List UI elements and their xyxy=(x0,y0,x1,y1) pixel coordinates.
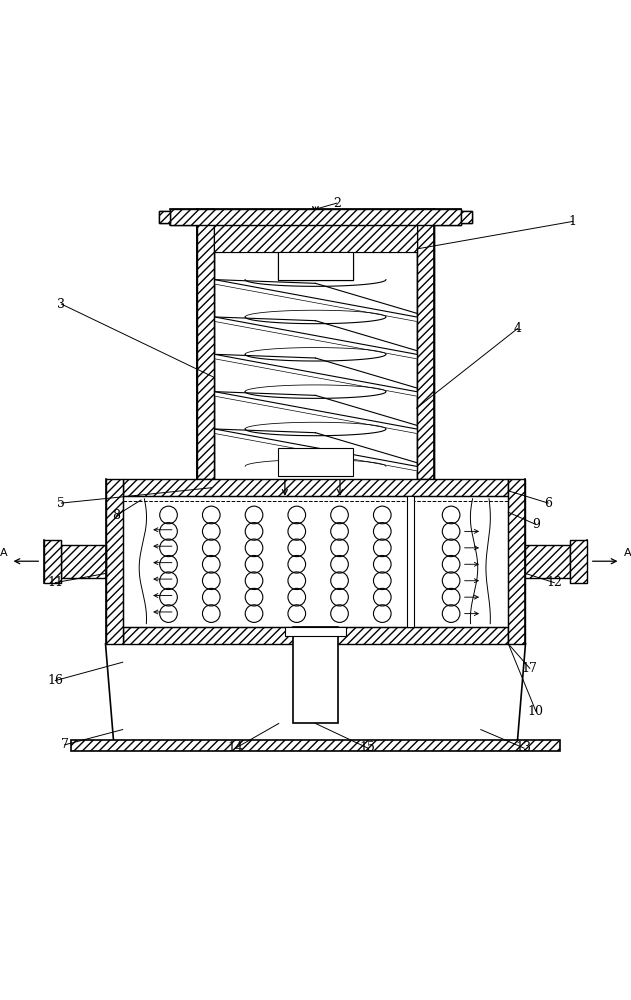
Text: 10: 10 xyxy=(528,705,544,718)
Text: 17: 17 xyxy=(522,662,538,675)
Text: 12: 12 xyxy=(546,576,562,589)
Text: 7: 7 xyxy=(61,738,68,751)
Text: 11: 11 xyxy=(47,576,63,589)
Bar xyxy=(122,627,509,644)
Bar xyxy=(570,540,587,583)
Bar xyxy=(461,211,472,223)
Bar xyxy=(105,479,122,644)
Bar xyxy=(159,211,170,223)
Bar xyxy=(61,545,105,578)
Text: 4: 4 xyxy=(514,322,522,335)
Bar xyxy=(293,627,338,723)
Bar xyxy=(215,225,416,252)
Text: 9: 9 xyxy=(532,518,540,531)
Text: 13: 13 xyxy=(516,741,532,754)
Polygon shape xyxy=(215,429,416,471)
Polygon shape xyxy=(215,317,416,359)
Bar xyxy=(215,209,416,479)
Bar xyxy=(416,209,433,479)
Text: 15: 15 xyxy=(360,741,375,754)
Polygon shape xyxy=(215,354,416,396)
Bar xyxy=(278,448,353,476)
Text: 6: 6 xyxy=(544,497,552,510)
Text: A: A xyxy=(0,548,7,558)
Text: 8: 8 xyxy=(112,509,121,522)
Bar xyxy=(407,496,414,627)
Text: 3: 3 xyxy=(57,298,66,311)
Bar xyxy=(122,479,509,644)
Text: A: A xyxy=(624,548,631,558)
Bar xyxy=(416,209,433,479)
Bar xyxy=(509,479,526,644)
Text: 5: 5 xyxy=(57,497,66,510)
Bar xyxy=(44,540,61,583)
Bar xyxy=(215,225,416,252)
Text: 16: 16 xyxy=(47,674,63,687)
Text: 2: 2 xyxy=(333,197,341,210)
Bar xyxy=(170,209,461,225)
Bar xyxy=(198,209,215,479)
Bar xyxy=(278,252,353,280)
Polygon shape xyxy=(215,392,416,433)
Bar xyxy=(461,211,472,223)
Bar xyxy=(198,209,215,479)
Text: 1: 1 xyxy=(569,215,577,228)
Polygon shape xyxy=(215,280,416,321)
Bar xyxy=(278,252,353,280)
Text: 14: 14 xyxy=(228,741,244,754)
Bar xyxy=(278,252,353,280)
Bar xyxy=(526,545,570,578)
Bar xyxy=(170,209,461,225)
Bar xyxy=(285,627,346,636)
Bar xyxy=(159,211,170,223)
Bar xyxy=(71,740,560,751)
Bar xyxy=(122,479,509,496)
